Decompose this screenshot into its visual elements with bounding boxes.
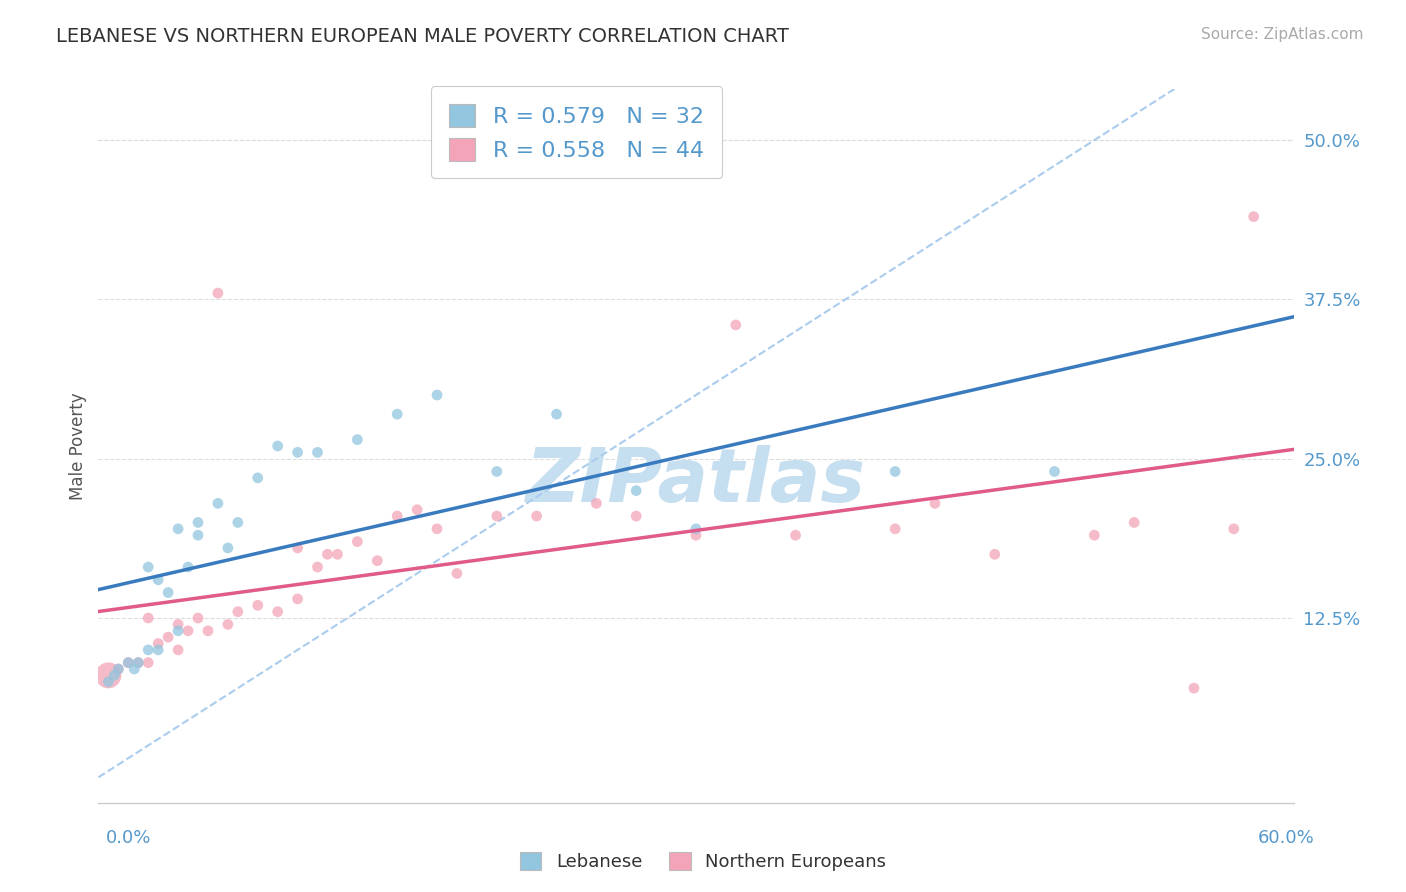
Point — [1123, 516, 1146, 530]
Point — [446, 566, 468, 581]
Point — [526, 509, 548, 524]
Point — [1223, 522, 1246, 536]
Point — [267, 605, 290, 619]
Point — [136, 560, 159, 574]
Point — [177, 560, 200, 574]
Point — [117, 656, 139, 670]
Point — [326, 547, 349, 561]
Point — [1243, 210, 1265, 224]
Text: ZIPatlas: ZIPatlas — [526, 445, 866, 518]
Text: Source: ZipAtlas.com: Source: ZipAtlas.com — [1201, 27, 1364, 42]
Point — [287, 445, 309, 459]
Point — [385, 509, 409, 524]
Text: LEBANESE VS NORTHERN EUROPEAN MALE POVERTY CORRELATION CHART: LEBANESE VS NORTHERN EUROPEAN MALE POVER… — [56, 27, 789, 45]
Text: 60.0%: 60.0% — [1258, 829, 1315, 847]
Point — [217, 617, 239, 632]
Point — [217, 541, 239, 555]
Point — [127, 656, 149, 670]
Point — [307, 445, 329, 459]
Point — [127, 656, 149, 670]
Point — [546, 407, 568, 421]
Point — [97, 668, 120, 682]
Point — [884, 465, 907, 479]
Legend: R = 0.579   N = 32, R = 0.558   N = 44: R = 0.579 N = 32, R = 0.558 N = 44 — [430, 86, 723, 178]
Point — [724, 318, 747, 332]
Point — [148, 636, 170, 650]
Text: 0.0%: 0.0% — [105, 829, 150, 847]
Point — [207, 496, 229, 510]
Point — [148, 643, 170, 657]
Point — [226, 605, 249, 619]
Point — [685, 522, 707, 536]
Point — [177, 624, 200, 638]
Point — [307, 560, 329, 574]
Point — [167, 522, 190, 536]
Point — [884, 522, 907, 536]
Point — [267, 439, 290, 453]
Point — [167, 624, 190, 638]
Point — [207, 286, 229, 301]
Point — [157, 630, 180, 644]
Point — [346, 534, 368, 549]
Point — [1182, 681, 1205, 695]
Point — [316, 547, 339, 561]
Point — [406, 502, 429, 516]
Point — [136, 611, 159, 625]
Point — [1043, 465, 1066, 479]
Y-axis label: Male Poverty: Male Poverty — [69, 392, 87, 500]
Point — [246, 599, 269, 613]
Legend: Lebanese, Northern Europeans: Lebanese, Northern Europeans — [512, 845, 894, 879]
Point — [585, 496, 607, 510]
Point — [426, 388, 449, 402]
Point — [984, 547, 1007, 561]
Point — [97, 674, 120, 689]
Point — [107, 662, 129, 676]
Point — [187, 611, 209, 625]
Point — [685, 528, 707, 542]
Point — [366, 554, 388, 568]
Point — [426, 522, 449, 536]
Point — [246, 471, 269, 485]
Point — [167, 617, 190, 632]
Point — [167, 643, 190, 657]
Point — [107, 662, 129, 676]
Point — [287, 591, 309, 606]
Point — [117, 656, 139, 670]
Point — [148, 573, 170, 587]
Point — [187, 528, 209, 542]
Point — [626, 509, 648, 524]
Point — [287, 541, 309, 555]
Point — [485, 465, 508, 479]
Point — [485, 509, 508, 524]
Point — [785, 528, 807, 542]
Point — [226, 516, 249, 530]
Point — [136, 643, 159, 657]
Point — [103, 668, 125, 682]
Point — [1083, 528, 1105, 542]
Point — [124, 662, 146, 676]
Point — [136, 656, 159, 670]
Point — [346, 433, 368, 447]
Point — [157, 585, 180, 599]
Point — [924, 496, 946, 510]
Point — [626, 483, 648, 498]
Point — [187, 516, 209, 530]
Point — [385, 407, 409, 421]
Point — [197, 624, 219, 638]
